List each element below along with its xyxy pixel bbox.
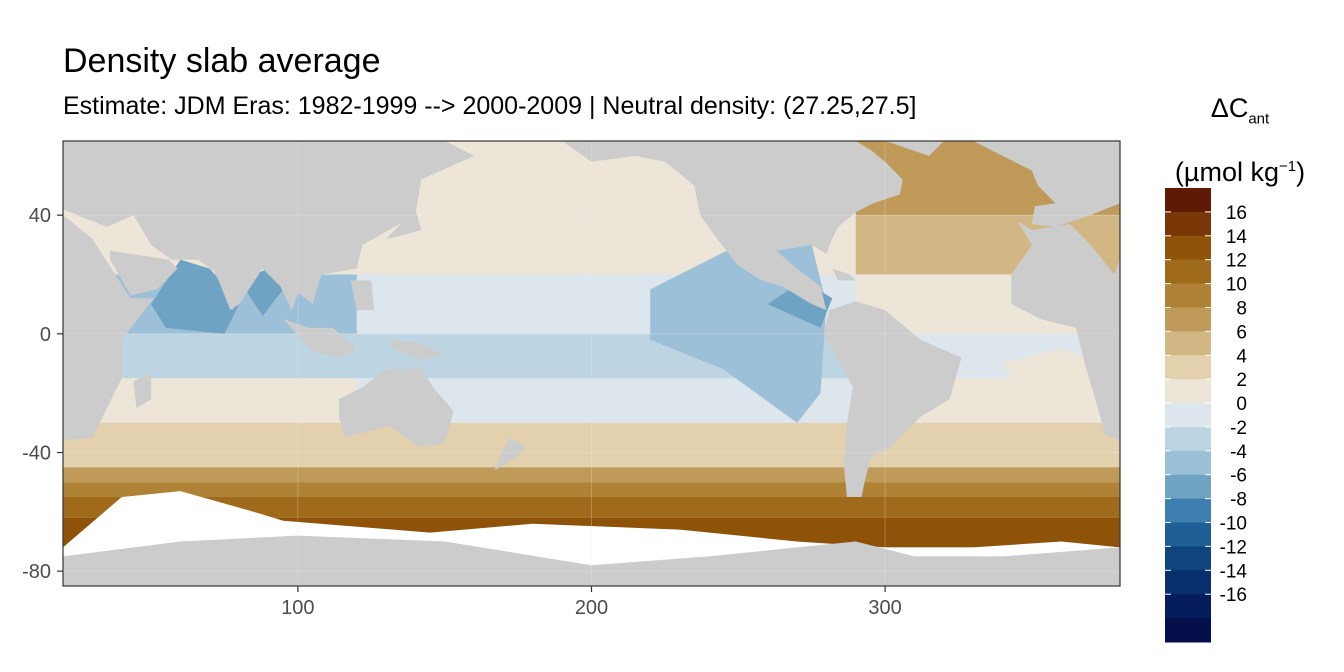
legend-title-variable: ΔCant bbox=[1210, 93, 1270, 128]
colorbar-label: 0 bbox=[1236, 394, 1247, 415]
y-tick-label: 40 bbox=[29, 205, 51, 227]
y-tick-label: 0 bbox=[40, 324, 51, 346]
x-tick-label: 300 bbox=[868, 597, 901, 619]
data-band bbox=[63, 497, 1120, 518]
colorbar-label: 2 bbox=[1236, 370, 1247, 391]
colorbar-swatch bbox=[1165, 331, 1211, 356]
colorbar-swatch bbox=[1165, 403, 1211, 428]
colorbar-swatch bbox=[1165, 211, 1211, 237]
land-antarctica bbox=[63, 535, 1120, 586]
colorbar-label: 4 bbox=[1236, 346, 1247, 367]
land-new-guinea bbox=[385, 339, 445, 361]
colorbar-label: -6 bbox=[1230, 466, 1247, 487]
data-region bbox=[151, 259, 240, 334]
colorbar-swatch bbox=[1165, 259, 1211, 285]
colorbar-label: -4 bbox=[1230, 442, 1247, 463]
colorbar-legend: 16 14 12 108 6 4 2 0 -2 -4 -6 -8 -10-12 -14 -16 bbox=[1165, 188, 1247, 643]
colorbar-label: 16 bbox=[1226, 203, 1247, 224]
colorbar-swatch bbox=[1165, 570, 1211, 595]
colorbar-swatch bbox=[1165, 188, 1211, 213]
colorbar-swatch bbox=[1165, 618, 1211, 643]
colorbar-swatch bbox=[1165, 426, 1211, 452]
colorbar-swatch bbox=[1165, 379, 1211, 404]
land-new-zealand bbox=[494, 437, 527, 471]
land-europe bbox=[973, 141, 1120, 228]
land-south-america bbox=[823, 301, 962, 497]
data-region bbox=[650, 244, 827, 423]
chart-title: Density slab average bbox=[63, 42, 381, 80]
colorbar-label: -10 bbox=[1220, 514, 1247, 535]
land-caribbean bbox=[832, 268, 856, 281]
legend-title-unit: (µmol kg−1) bbox=[1174, 157, 1306, 188]
colorbar-swatch bbox=[1165, 546, 1211, 571]
colorbar-label: 8 bbox=[1236, 298, 1247, 319]
land-arabia bbox=[109, 250, 178, 296]
land-madagascar bbox=[133, 372, 152, 408]
colorbar-label: 14 bbox=[1226, 227, 1248, 248]
colorbar-swatch bbox=[1165, 235, 1211, 261]
land-africa-west bbox=[1011, 221, 1120, 441]
x-tick-label: 100 bbox=[281, 597, 314, 619]
land-philippines bbox=[350, 280, 375, 311]
colorbar-label: -16 bbox=[1220, 585, 1247, 606]
colorbar-swatch bbox=[1165, 450, 1211, 476]
land-north-america bbox=[562, 141, 903, 311]
land-indonesia bbox=[283, 319, 357, 358]
colorbar-swatch bbox=[1165, 498, 1211, 524]
colorbar-swatch bbox=[1165, 522, 1211, 547]
colorbar-swatch bbox=[1165, 283, 1211, 308]
x-tick-label: 200 bbox=[575, 597, 608, 619]
y-tick-label: -40 bbox=[22, 443, 51, 465]
colorbar-label: -2 bbox=[1230, 418, 1247, 439]
legend-title: ΔCant (µmol kg−1) bbox=[1160, 84, 1320, 196]
land-japan bbox=[385, 209, 422, 239]
land-eurasia bbox=[63, 141, 475, 311]
colorbar-label: 10 bbox=[1226, 275, 1247, 296]
map-panel bbox=[63, 141, 1120, 586]
chart-subtitle: Estimate: JDM Eras: 1982-1999 --> 2000-2… bbox=[63, 92, 917, 120]
colorbar-label: -12 bbox=[1220, 537, 1247, 558]
land-australia bbox=[338, 366, 454, 447]
colorbar-label: -8 bbox=[1230, 490, 1247, 511]
colorbar-swatch bbox=[1165, 594, 1211, 619]
land-greenland bbox=[885, 141, 944, 156]
colorbar-label: 6 bbox=[1236, 322, 1247, 343]
data-band bbox=[63, 422, 1120, 468]
colorbar-swatch bbox=[1165, 307, 1211, 332]
colorbar-label: 12 bbox=[1226, 251, 1247, 272]
colorbar-swatch bbox=[1165, 474, 1211, 500]
colorbar-label: -14 bbox=[1220, 561, 1248, 582]
y-tick-label: -80 bbox=[22, 561, 51, 583]
colorbar-swatch bbox=[1165, 355, 1211, 380]
land-africa bbox=[63, 215, 155, 441]
land-india bbox=[209, 262, 263, 311]
